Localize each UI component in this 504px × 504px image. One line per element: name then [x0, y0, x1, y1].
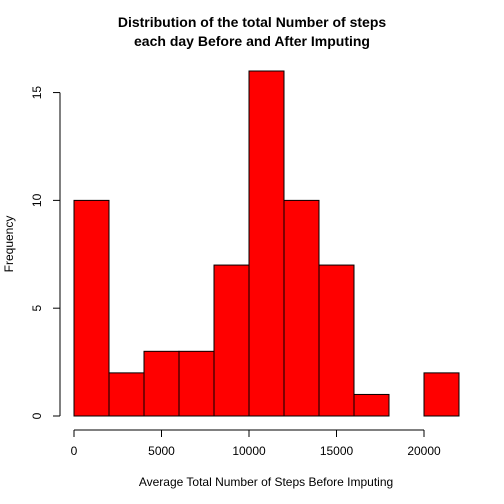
- y-axis-label: Frequency: [2, 216, 16, 273]
- y-tick-label-1: 5: [30, 305, 44, 312]
- y-axis: 0 5 10 15: [30, 86, 61, 419]
- x-tick-label-1: 5000: [148, 444, 175, 458]
- histogram-bar-3: [178, 350, 215, 417]
- histogram-bar-0: [73, 199, 110, 417]
- histogram-bar-4: [213, 264, 250, 417]
- x-tick-label-3: 15000: [320, 444, 354, 458]
- histogram-bar-7: [318, 264, 355, 417]
- x-axis-label: Average Total Number of Steps Before Imp…: [139, 475, 393, 489]
- histogram-bar-8: [353, 393, 390, 417]
- y-tick-label-0: 0: [30, 412, 44, 419]
- bars-group: [73, 70, 460, 417]
- y-tick-label-2: 10: [30, 193, 44, 207]
- histogram-bar-5: [248, 70, 285, 417]
- histogram-bar-10: [423, 372, 460, 417]
- y-tick-label-3: 15: [30, 86, 44, 100]
- x-tick-label-4: 20000: [407, 444, 441, 458]
- histogram-bar-6: [283, 199, 320, 417]
- x-tick-label-2: 10000: [232, 444, 266, 458]
- x-axis: 0 5000 10000 15000 20000: [71, 429, 441, 458]
- chart-title-line-1: Distribution of the total Number of step…: [117, 14, 387, 30]
- x-tick-label-0: 0: [71, 444, 78, 458]
- chart-title-line-2: each day Before and After Imputing: [134, 33, 370, 49]
- histogram-bar-1: [108, 372, 145, 417]
- histogram-bar-2: [143, 350, 180, 417]
